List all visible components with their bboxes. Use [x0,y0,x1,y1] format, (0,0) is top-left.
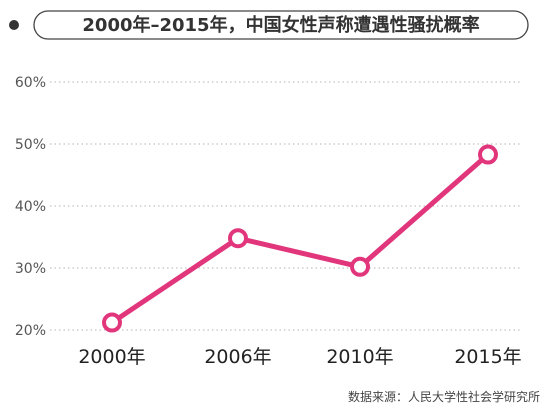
title-bullet-icon [9,20,19,30]
x-tick-label: 2006年 [204,346,271,368]
y-tick-label: 20% [15,323,46,339]
x-tick-label: 2000年 [78,346,145,368]
title-pill [33,10,529,40]
series-line [109,152,491,326]
y-tick-label: 40% [15,199,46,215]
data-point [102,312,122,333]
data-point [228,228,248,249]
source-note: 数据来源：人民大学性社会学研究所 [348,389,540,404]
x-axis-ticks: 2000年 2006年 2010年 2015年 [78,346,521,368]
x-tick-label: 2010年 [326,346,393,368]
y-tick-label: 60% [15,75,46,91]
y-tick-label: 50% [15,137,46,153]
chart-title-text: 2000年–2015年，中国女性声称遭遇性骚扰概率 [82,14,479,36]
data-point [478,144,498,165]
x-tick-label: 2015年 [454,346,521,368]
series-group [102,144,498,333]
chart-title: 2000年–2015年，中国女性声称遭遇性骚扰概率 [9,10,529,40]
y-axis-ticks: 20% 30% 40% 50% 60% [15,75,46,339]
data-point [350,256,370,277]
gridlines [50,81,520,331]
y-tick-label: 30% [15,261,46,277]
